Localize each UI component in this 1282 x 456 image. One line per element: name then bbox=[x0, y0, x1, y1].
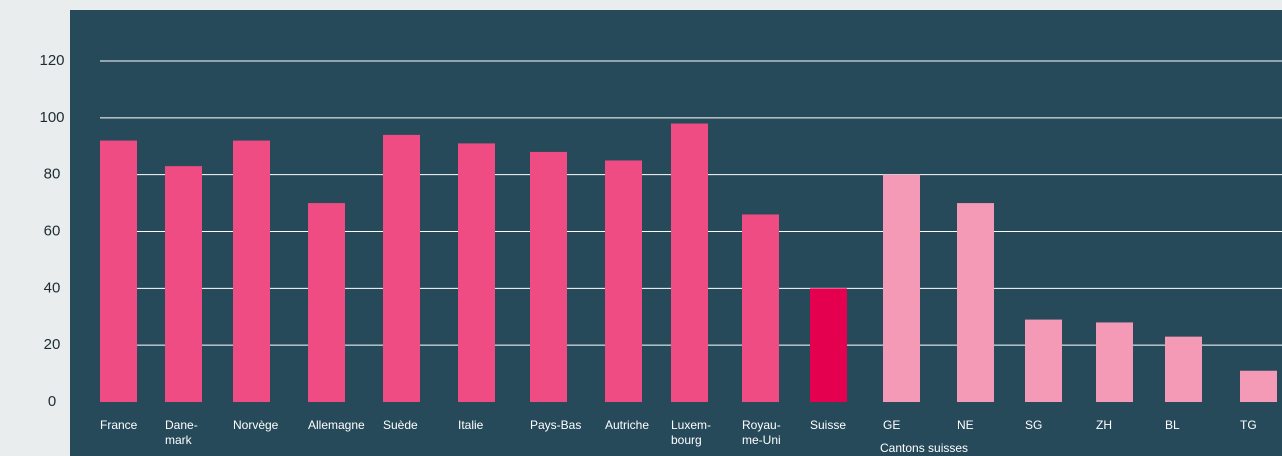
bar bbox=[605, 160, 642, 402]
x-tick-label: Royau-me-Uni bbox=[742, 418, 781, 447]
bar bbox=[383, 134, 420, 402]
bar bbox=[1240, 370, 1277, 402]
x-tick-label: France bbox=[100, 418, 138, 432]
bar bbox=[165, 166, 202, 402]
bar bbox=[530, 151, 567, 402]
bar bbox=[810, 288, 847, 402]
x-tick-label: SG bbox=[1025, 418, 1042, 432]
x-tick-label: Suisse bbox=[810, 418, 846, 432]
bar bbox=[742, 214, 779, 402]
x-tick-label: GE bbox=[883, 418, 900, 432]
x-tick-label: Luxem-bourg bbox=[671, 418, 711, 447]
y-tick-label: 20 bbox=[44, 336, 61, 353]
bar bbox=[957, 203, 994, 402]
y-tick-label: 100 bbox=[39, 109, 64, 126]
bar bbox=[1096, 322, 1133, 402]
y-tick-label: 40 bbox=[44, 279, 61, 296]
y-tick-label: 60 bbox=[44, 222, 61, 239]
x-tick-label: Allemagne bbox=[308, 418, 365, 432]
y-tick-label: 120 bbox=[39, 52, 64, 69]
x-tick-label: Pays-Bas bbox=[530, 418, 581, 432]
x-tick-label: Suède bbox=[383, 418, 418, 432]
bar bbox=[308, 203, 345, 402]
bar bbox=[671, 123, 708, 403]
x-tick-label: Autriche bbox=[605, 418, 649, 432]
bar bbox=[1025, 319, 1062, 402]
x-tick-label: ZH bbox=[1096, 418, 1112, 432]
x-tick-label: Italie bbox=[458, 418, 484, 432]
bar bbox=[883, 174, 920, 402]
bar bbox=[100, 140, 137, 403]
bar bbox=[1165, 336, 1202, 402]
x-tick-label: NE bbox=[957, 418, 974, 432]
x-tick-label: Norvège bbox=[233, 418, 279, 432]
x-tick-label: Dane-mark bbox=[165, 418, 198, 447]
bar bbox=[458, 143, 495, 403]
bar bbox=[233, 140, 270, 403]
x-tick-label: TG bbox=[1240, 418, 1257, 432]
annotation: Cantons suisses bbox=[880, 441, 968, 455]
x-tick-label: BL bbox=[1165, 418, 1180, 432]
y-tick-label: 80 bbox=[44, 166, 61, 183]
y-tick-label: 0 bbox=[48, 393, 56, 410]
